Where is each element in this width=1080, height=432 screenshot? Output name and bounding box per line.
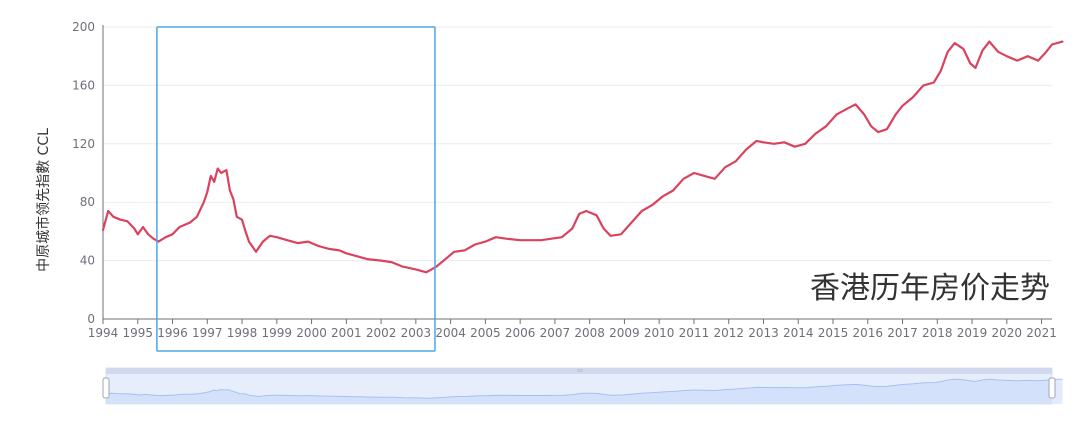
y-tick-label: 200 — [72, 20, 95, 34]
zoom-selected-range[interactable] — [106, 368, 1052, 404]
x-tick-label: 1995 — [122, 326, 153, 340]
x-tick-label: 2013 — [748, 326, 779, 340]
series-layer — [101, 40, 1064, 274]
x-tick-label: 2011 — [679, 326, 710, 340]
x-tick-label: 2020 — [992, 326, 1023, 340]
x-tick-label: 2001 — [331, 326, 362, 340]
y-tick-label: 160 — [72, 78, 95, 92]
data-zoom-slider[interactable] — [102, 367, 1063, 405]
x-tick-label: 1999 — [262, 326, 293, 340]
zoom-handle-right[interactable] — [1048, 377, 1056, 399]
zoom-preview-line — [105, 378, 1063, 399]
highlight-box[interactable] — [156, 26, 436, 352]
zoom-drag-grip[interactable] — [577, 369, 583, 372]
x-tick-label: 2009 — [609, 326, 640, 340]
x-tick-label: 2005 — [470, 326, 501, 340]
zoom-preview-area — [106, 379, 1063, 404]
x-tick-label: 2010 — [644, 326, 675, 340]
x-tick-label: 1994 — [88, 326, 119, 340]
y-tick-label: 0 — [87, 312, 95, 326]
x-tick-label: 2008 — [574, 326, 605, 340]
grid-lines — [103, 26, 1052, 262]
x-tick-label: 2019 — [957, 326, 988, 340]
x-tick-label: 2021 — [1026, 326, 1057, 340]
x-tick-label: 2000 — [296, 326, 327, 340]
x-tick-label: 1998 — [227, 326, 258, 340]
x-tick-label: 2015 — [818, 326, 849, 340]
x-tick-label: 1997 — [192, 326, 223, 340]
zoom-handle-left[interactable] — [102, 377, 110, 399]
x-tick-label: 1996 — [157, 326, 188, 340]
y-tick-label: 80 — [80, 195, 95, 209]
y-tick-label: 40 — [80, 254, 95, 268]
x-tick-label: 2014 — [783, 326, 814, 340]
x-tick-label: 2012 — [713, 326, 744, 340]
series-line — [101, 40, 1064, 274]
chart-title: 香港历年房价走势 — [810, 271, 1050, 306]
y-axis-label: 中原城市领先指數 CCL — [35, 128, 52, 272]
x-tick-label: 2003 — [401, 326, 432, 340]
x-tick-label: 2004 — [435, 326, 466, 340]
x-tick-label: 2016 — [852, 326, 883, 340]
y-tick-label: 120 — [72, 137, 95, 151]
x-tick-label: 2007 — [540, 326, 571, 340]
x-tick-label: 2018 — [922, 326, 953, 340]
x-tick-label: 2006 — [505, 326, 536, 340]
x-tick-label: 2002 — [366, 326, 397, 340]
x-tick-label: 2017 — [887, 326, 918, 340]
